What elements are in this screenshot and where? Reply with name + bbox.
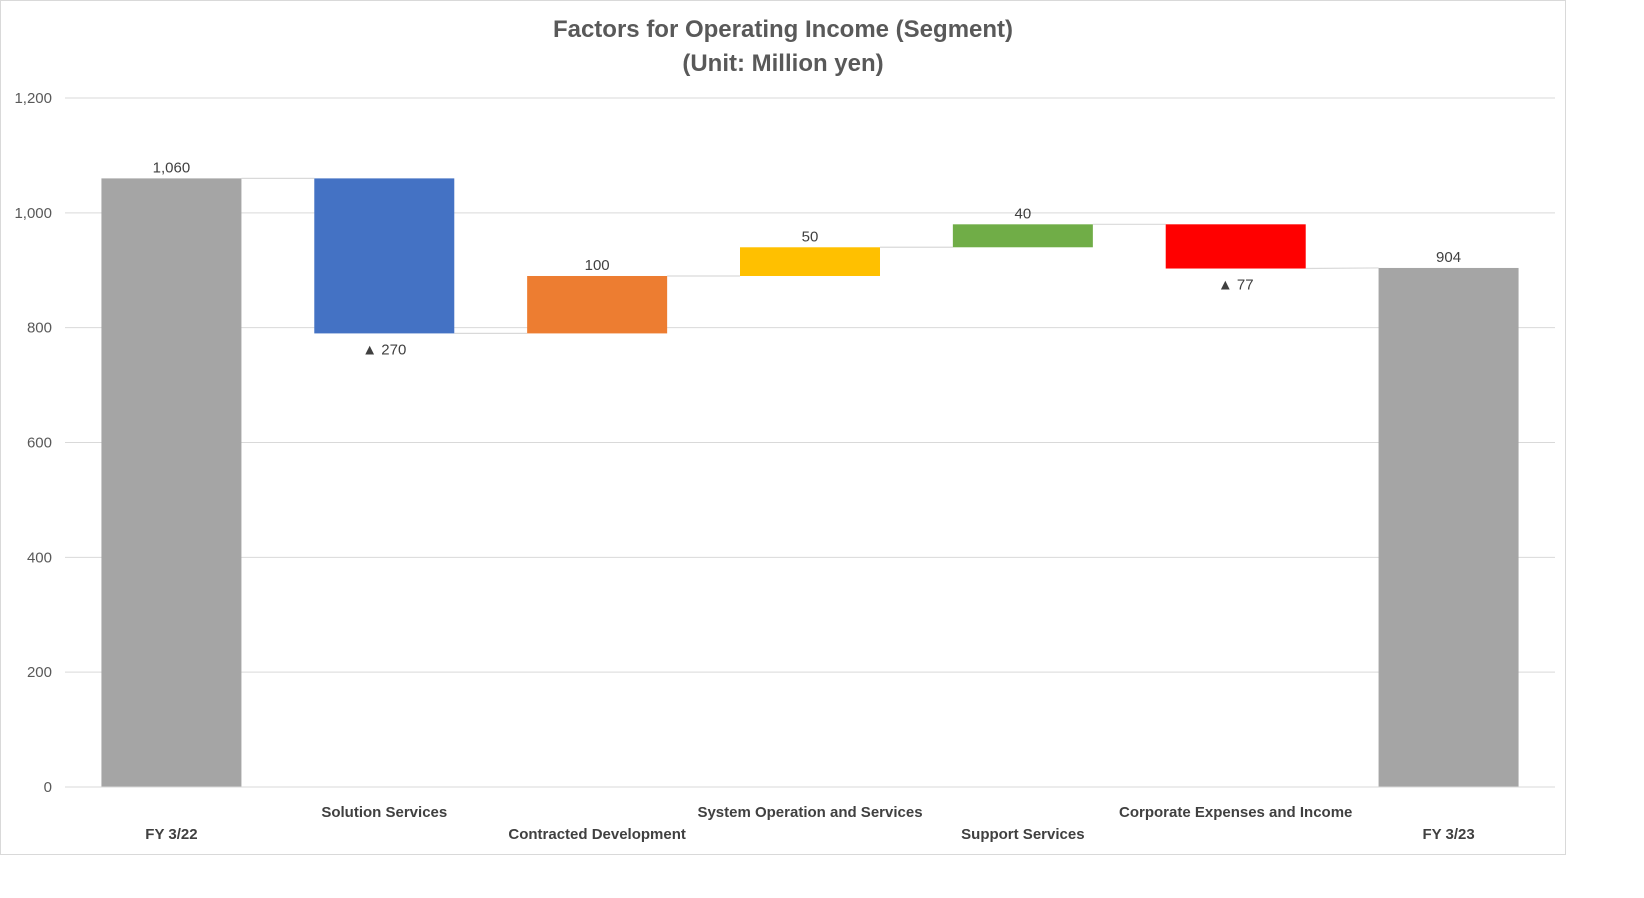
bar xyxy=(740,247,880,276)
data-label: 1,060 xyxy=(153,159,191,176)
bar xyxy=(1165,224,1306,269)
y-tick-label: 800 xyxy=(27,320,52,337)
chart-subtitle: (Unit: Million yen) xyxy=(682,50,883,77)
bars xyxy=(101,178,1519,788)
y-tick-label: 1,200 xyxy=(14,90,52,107)
y-tick-label: 0 xyxy=(44,779,52,796)
chart-frame xyxy=(0,0,1566,855)
bar xyxy=(314,178,455,334)
bar xyxy=(101,178,242,788)
x-category-label: Contracted Development xyxy=(508,826,686,843)
gridlines xyxy=(65,97,1555,788)
connector-line xyxy=(1305,267,1379,270)
x-category-label: FY 3/23 xyxy=(1422,826,1474,843)
data-label: 100 xyxy=(585,257,610,274)
data-labels: 1,060 ▲ 270 100 50 40 ▲ 77 904 xyxy=(153,159,1461,358)
y-tick-label: 200 xyxy=(27,664,52,681)
x-category-label: Solution Services xyxy=(321,804,447,821)
x-category-label: System Operation and Services xyxy=(697,804,922,821)
x-category-label: Corporate Expenses and Income xyxy=(1119,804,1352,821)
data-label: 904 xyxy=(1436,249,1461,266)
bar xyxy=(952,224,1093,248)
data-label: 40 xyxy=(1015,205,1032,222)
bar xyxy=(1378,267,1519,787)
y-tick-label: 600 xyxy=(27,435,52,452)
connector-lines xyxy=(241,177,1379,335)
x-axis: FY 3/22 Solution Services Contracted Devel… xyxy=(65,786,1555,843)
data-label: ▲ 77 xyxy=(1218,277,1254,294)
x-category-label: FY 3/22 xyxy=(145,826,197,843)
data-label: ▲ 270 xyxy=(362,341,406,358)
y-axis: 0 200 400 600 800 1,000 1,200 xyxy=(14,90,52,796)
bar xyxy=(527,275,668,334)
chart-title: Factors for Operating Income (Segment) xyxy=(553,16,1013,43)
y-tick-label: 400 xyxy=(27,549,52,566)
x-category-label: Support Services xyxy=(961,826,1084,843)
data-label: 50 xyxy=(802,228,819,245)
y-tick-label: 1,000 xyxy=(14,205,52,222)
